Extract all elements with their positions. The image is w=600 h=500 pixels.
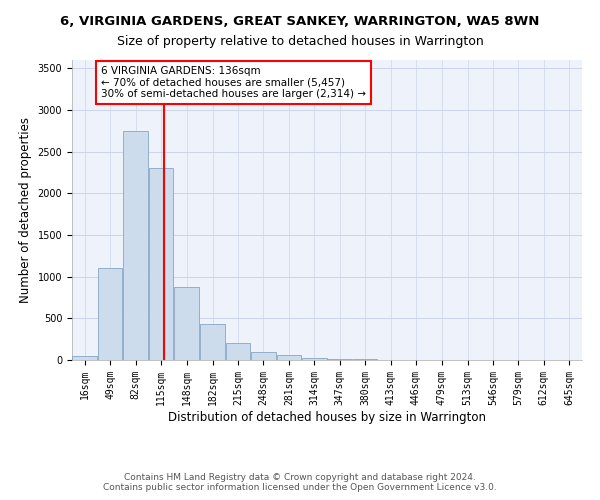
- Bar: [200, 324, 225, 360]
- Y-axis label: Number of detached properties: Number of detached properties: [19, 117, 32, 303]
- Bar: [149, 168, 173, 360]
- Bar: [123, 131, 148, 360]
- Bar: [251, 352, 276, 360]
- Bar: [174, 286, 199, 360]
- Text: 6 VIRGINIA GARDENS: 136sqm
← 70% of detached houses are smaller (5,457)
30% of s: 6 VIRGINIA GARDENS: 136sqm ← 70% of deta…: [101, 66, 366, 99]
- Bar: [302, 358, 326, 360]
- Text: Size of property relative to detached houses in Warrington: Size of property relative to detached ho…: [116, 35, 484, 48]
- Bar: [73, 356, 97, 360]
- Text: Contains HM Land Registry data © Crown copyright and database right 2024.
Contai: Contains HM Land Registry data © Crown c…: [103, 473, 497, 492]
- X-axis label: Distribution of detached houses by size in Warrington: Distribution of detached houses by size …: [168, 410, 486, 424]
- Bar: [277, 356, 301, 360]
- Text: 6, VIRGINIA GARDENS, GREAT SANKEY, WARRINGTON, WA5 8WN: 6, VIRGINIA GARDENS, GREAT SANKEY, WARRI…: [61, 15, 539, 28]
- Bar: [226, 344, 250, 360]
- Bar: [98, 268, 122, 360]
- Bar: [328, 359, 352, 360]
